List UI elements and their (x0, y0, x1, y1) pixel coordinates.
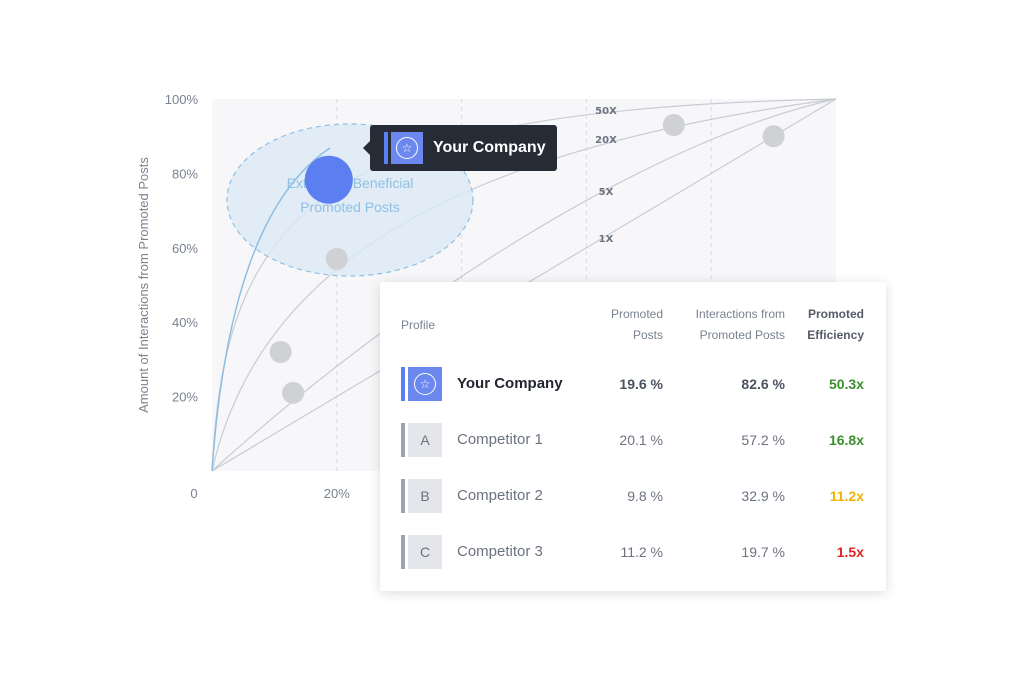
y-tick-label: 80% (172, 166, 198, 181)
promoted-interactions: 57.2 % (741, 432, 785, 448)
header-posts: Promoted Posts (611, 304, 663, 346)
promoted-interactions: 32.9 % (741, 488, 785, 504)
promoted-posts: 20.1 % (619, 432, 663, 448)
zone-label-line-2: Promoted Posts (300, 199, 400, 215)
badge-bar (401, 423, 405, 457)
promoted-posts: 11.2 % (620, 544, 663, 560)
badge-box: ☆ (408, 367, 442, 401)
data-point (269, 340, 292, 363)
badge-bar (401, 367, 405, 401)
y-tick-label: 20% (172, 390, 198, 405)
tooltip: ☆ Your Company (363, 125, 557, 171)
badge-letter: C (408, 535, 442, 569)
promoted-efficiency: 1.5x (836, 544, 864, 560)
profile-name: Competitor 2 (457, 487, 543, 504)
promoted-efficiency: 16.8x (828, 432, 864, 448)
header-interactions: Interactions from Promoted Posts (696, 304, 785, 346)
highlight-point (304, 155, 353, 204)
data-point (282, 381, 305, 404)
promoted-interactions: 19.7 % (741, 544, 785, 560)
promoted-efficiency: 50.3x (828, 376, 864, 392)
y-axis-label: Amount of Interactions from Promoted Pos… (136, 157, 151, 413)
star-icon: ☆ (396, 137, 418, 159)
badge-box: ☆ (391, 132, 423, 164)
tooltip-badge: ☆ (384, 132, 423, 164)
badge-letter: A (408, 423, 442, 457)
badge-bar (401, 479, 405, 513)
header-interactions-line-2: Promoted Posts (699, 328, 785, 342)
y-tick-label: 40% (172, 315, 198, 330)
badge-bar (384, 132, 388, 164)
data-point (762, 125, 785, 148)
header-interactions-line-1: Interactions from (695, 307, 785, 321)
curve-label: 1X (599, 234, 614, 245)
x-tick-label: 20% (324, 486, 350, 501)
curve-label: 50X (595, 106, 617, 117)
data-point (662, 114, 685, 137)
header-efficiency-line-2: Efficiency (807, 328, 864, 342)
header-profile: Profile (401, 318, 436, 332)
profile-name: Your Company (457, 375, 563, 392)
promoted-efficiency: 11.2x (829, 488, 864, 504)
header-posts-line-2: Posts (632, 328, 663, 342)
y-tick-label: 60% (172, 241, 198, 256)
tooltip-title: Your Company (433, 139, 546, 156)
promoted-interactions: 82.6 % (741, 376, 785, 392)
profile-badge: A (401, 423, 442, 457)
table-row[interactable]: A Competitor 1 20.1 % 57.2 % 16.8x (380, 423, 886, 457)
profile-name: Competitor 3 (457, 543, 543, 560)
badge-bar (401, 535, 405, 569)
data-point (325, 247, 348, 270)
profile-badge: ☆ (401, 367, 442, 401)
star-icon: ☆ (414, 373, 436, 395)
promoted-posts: 9.8 % (627, 488, 663, 504)
highlight-curve (211, 147, 331, 472)
curve-label: 20X (595, 135, 617, 146)
table-row[interactable]: B Competitor 2 9.8 % 32.9 % 11.2x (380, 479, 886, 513)
table-row[interactable]: ☆ Your Company 19.6 % 82.6 % 50.3x (380, 367, 886, 401)
curve-label: 5X (599, 187, 614, 198)
y-tick-label: 100% (165, 92, 199, 107)
header-efficiency-line-1: Promoted (807, 307, 864, 321)
profile-badge: C (401, 535, 442, 569)
header-efficiency: Promoted Efficiency (807, 304, 864, 346)
comparison-table: Profile Promoted Posts Interactions from… (380, 282, 886, 591)
table-row[interactable]: C Competitor 3 11.2 % 19.7 % 1.5x (380, 535, 886, 569)
x-tick-label: 0 (190, 486, 197, 501)
header-posts-line-1: Promoted (610, 307, 663, 321)
badge-letter: B (408, 479, 442, 513)
promoted-posts: 19.6 % (619, 376, 663, 392)
profile-badge: B (401, 479, 442, 513)
profile-name: Competitor 1 (457, 431, 543, 448)
